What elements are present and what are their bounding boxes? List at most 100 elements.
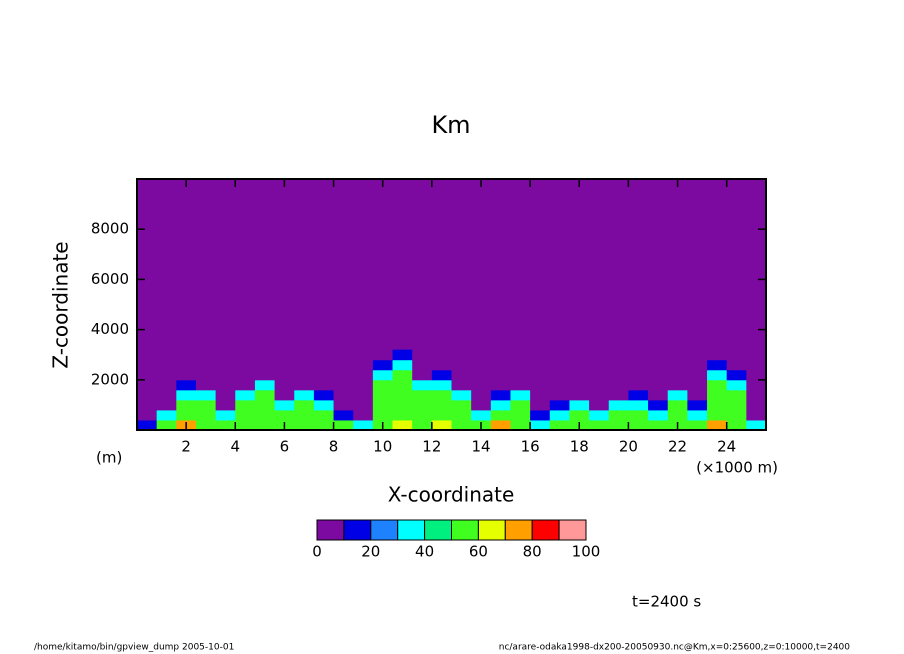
cell [392, 379, 413, 391]
cell [294, 389, 315, 401]
cell [372, 349, 394, 361]
cell [628, 399, 649, 411]
cell [726, 359, 747, 371]
cell [510, 369, 531, 381]
cell [353, 399, 374, 411]
plot-frame [136, 178, 767, 431]
cell [235, 409, 256, 421]
y-tick-label: 6000 [91, 270, 129, 288]
cell [333, 409, 354, 421]
cell [294, 349, 315, 361]
cell [707, 419, 728, 431]
cell [372, 379, 394, 391]
cell [746, 359, 767, 371]
x-tick-label: 18 [570, 438, 589, 456]
cell [628, 389, 649, 401]
cell [235, 389, 256, 401]
colorbar-box [477, 519, 506, 541]
cell [549, 369, 570, 381]
x-tick-label: 8 [329, 438, 339, 456]
footer-left: /home/kitamo/bin/gpview_dump 2005-10-01 [34, 643, 234, 653]
cell [215, 399, 236, 411]
cell [451, 389, 472, 401]
cell [726, 399, 747, 411]
cell [412, 349, 433, 361]
cell [648, 379, 669, 391]
cell [628, 369, 649, 381]
cell [490, 369, 511, 381]
cell [392, 409, 413, 421]
cell [333, 399, 354, 411]
cell [510, 379, 531, 391]
cell [451, 359, 472, 371]
cell [549, 379, 570, 391]
y-unit: (m) [96, 449, 122, 467]
cell [628, 379, 649, 391]
cell [392, 349, 413, 361]
cell [451, 409, 472, 421]
cell [254, 349, 276, 361]
x-tick-label: 22 [668, 438, 687, 456]
cell [392, 369, 413, 381]
colorbar-box [424, 519, 453, 541]
cell [313, 399, 335, 411]
x-tick-label: 14 [471, 438, 490, 456]
cell [412, 409, 433, 421]
cell [137, 389, 158, 401]
cell [215, 349, 236, 361]
cell [490, 409, 511, 421]
cell [530, 409, 551, 421]
cell [471, 389, 492, 401]
cell [412, 379, 433, 391]
colorbar-tick-label: 0 [312, 543, 322, 561]
cell [471, 359, 492, 371]
cell [451, 349, 472, 361]
cell [254, 409, 276, 421]
cell [490, 349, 511, 361]
cell [667, 379, 688, 391]
cell [392, 399, 413, 411]
time-label: t=2400 s [632, 593, 701, 611]
cell [353, 419, 374, 431]
cell [372, 399, 394, 411]
y-tick-label: 8000 [91, 220, 129, 238]
cell [608, 409, 629, 421]
cell [431, 359, 452, 371]
cell [195, 349, 217, 361]
cell [726, 349, 747, 361]
cell [707, 389, 728, 401]
cell [707, 409, 728, 421]
cell [412, 399, 433, 411]
cell [294, 369, 315, 381]
cell [569, 369, 590, 381]
cell [431, 409, 452, 421]
colorbar-box [397, 519, 426, 541]
cell [412, 389, 433, 401]
cell [589, 349, 610, 361]
cell [176, 379, 197, 391]
cell [707, 369, 728, 381]
cell [254, 369, 276, 381]
cell [313, 369, 335, 381]
cell [195, 369, 217, 381]
cell [569, 389, 590, 401]
cell [471, 379, 492, 391]
y-axis-label: Z-coordinate [49, 241, 73, 368]
cell [412, 419, 433, 431]
cell [431, 389, 452, 401]
cell [687, 379, 708, 391]
cell [726, 389, 747, 401]
cell [667, 349, 688, 361]
cell [195, 379, 217, 391]
cell [746, 379, 767, 391]
colorbar-tick-label: 40 [415, 543, 434, 561]
cell [137, 369, 158, 381]
cell [412, 369, 433, 381]
cell [746, 399, 767, 411]
cell [726, 409, 747, 421]
cell [510, 409, 531, 421]
colorbar-box [343, 519, 372, 541]
cell [392, 359, 413, 371]
y-tick-label: 4000 [91, 320, 129, 338]
cell [156, 369, 177, 381]
